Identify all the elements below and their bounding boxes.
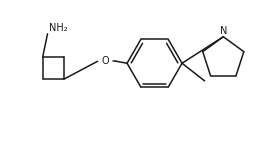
Text: O: O [102, 56, 109, 66]
Text: N: N [220, 26, 227, 36]
Text: NH₂: NH₂ [49, 23, 67, 33]
